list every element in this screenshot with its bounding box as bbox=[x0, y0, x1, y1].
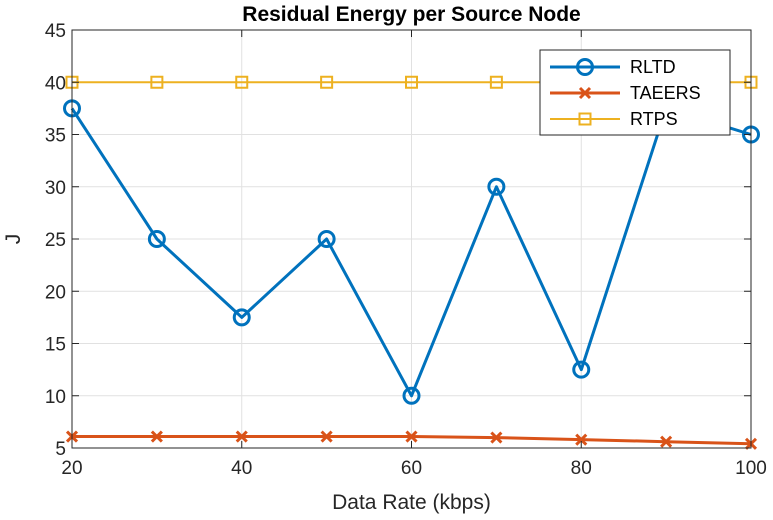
legend-label-rtps: RTPS bbox=[630, 109, 678, 129]
legend-item-rltd: RLTD bbox=[550, 57, 676, 77]
y-tick-label: 30 bbox=[45, 178, 66, 199]
data-point-rltd bbox=[402, 386, 421, 405]
data-point-rtps bbox=[405, 75, 418, 89]
data-point-rltd bbox=[147, 230, 166, 248]
data-point-rltd bbox=[232, 308, 251, 327]
legend-label-taeers: TAEERS bbox=[630, 83, 701, 103]
x-tick-label: 20 bbox=[61, 458, 82, 479]
x-tick-label: 100 bbox=[735, 458, 767, 479]
legend-marker-rltd bbox=[576, 58, 594, 76]
legend-label-rltd: RLTD bbox=[630, 57, 676, 77]
data-point-rltd bbox=[317, 230, 336, 248]
data-point-taeers bbox=[575, 433, 588, 446]
x-tick-label: 60 bbox=[401, 458, 422, 479]
y-tick-label: 15 bbox=[45, 335, 66, 356]
legend: RLTD TAEERS RTPS bbox=[539, 49, 731, 136]
ticks: 20 40 60 80 100 5 10 15 20 25 30 35 40 45 bbox=[45, 21, 767, 479]
y-axis-label: J bbox=[2, 234, 25, 245]
data-point-taeers bbox=[490, 431, 503, 444]
x-tick-label: 80 bbox=[571, 458, 592, 479]
data-point-taeers bbox=[405, 430, 418, 443]
x-tick-label: 40 bbox=[231, 458, 252, 479]
series-taeers bbox=[65, 430, 758, 450]
data-point-rtps bbox=[150, 75, 164, 89]
y-tick-label: 10 bbox=[45, 387, 66, 408]
data-point-rtps bbox=[489, 75, 503, 89]
legend-marker-taeers bbox=[578, 86, 592, 100]
data-point-taeers bbox=[150, 430, 163, 443]
data-point-taeers bbox=[660, 435, 673, 448]
chart-title: Residual Energy per Source Node bbox=[242, 3, 580, 26]
legend-marker-rtps bbox=[578, 112, 592, 126]
legend-item-rtps: RTPS bbox=[550, 109, 678, 129]
data-point-rtps bbox=[235, 75, 249, 89]
data-point-taeers bbox=[235, 430, 248, 443]
data-point-rltd bbox=[572, 360, 591, 379]
y-tick-label: 25 bbox=[45, 230, 66, 251]
y-tick-label: 45 bbox=[45, 21, 66, 42]
y-tick-label: 5 bbox=[55, 439, 66, 460]
x-axis-label: Data Rate (kbps) bbox=[332, 491, 491, 514]
series-line-rltd bbox=[70, 106, 752, 398]
data-point-taeers bbox=[320, 430, 333, 443]
data-point-rltd bbox=[487, 177, 506, 196]
data-point-rtps bbox=[320, 75, 334, 89]
y-tick-label: 20 bbox=[45, 282, 66, 303]
y-tick-label: 40 bbox=[45, 73, 66, 94]
legend-item-taeers: TAEERS bbox=[550, 83, 701, 103]
y-tick-label: 35 bbox=[45, 126, 66, 147]
